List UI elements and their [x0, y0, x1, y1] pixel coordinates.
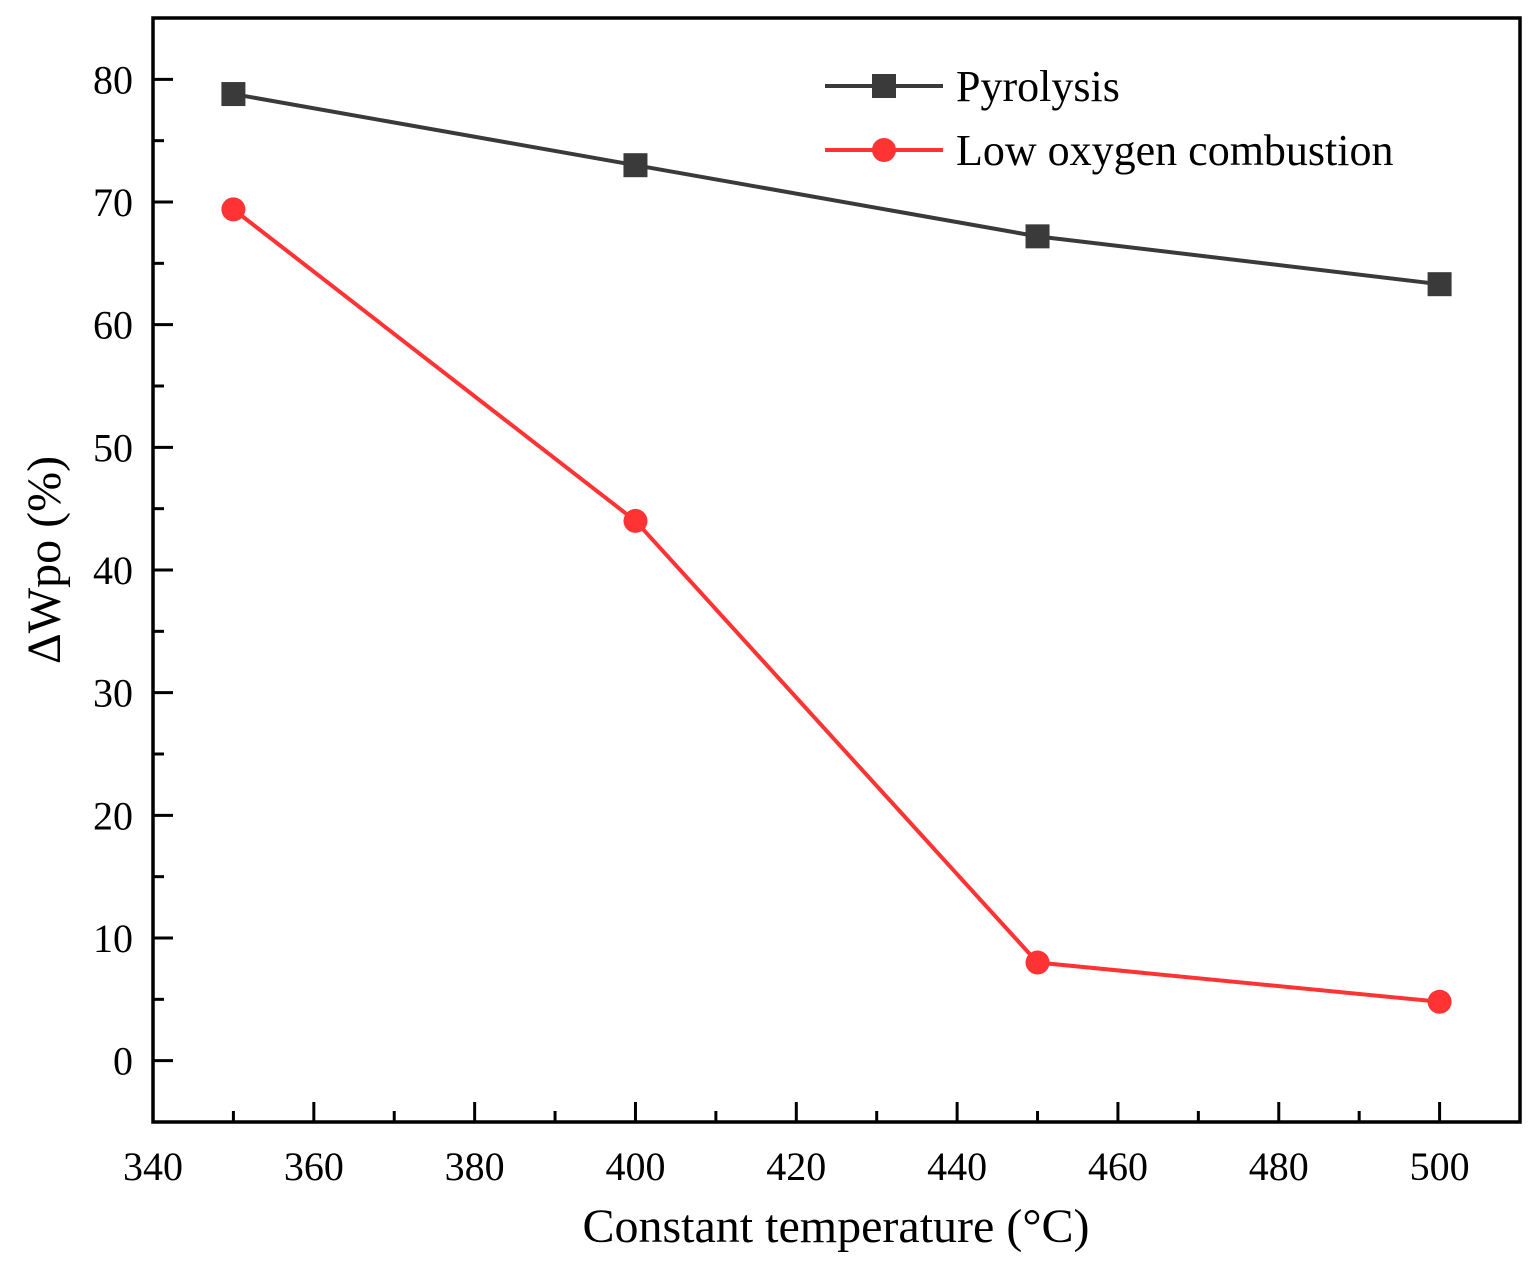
y-tick-label: 30 — [93, 671, 133, 716]
legend: Pyrolysis Low oxygen combustion — [825, 62, 1394, 175]
ticks-layer: 340 360 380 400 420 440 460 480 500 0 10 20 30 40 50 60… — [93, 57, 1470, 1189]
series-line-pyrolysis — [233, 92, 1440, 287]
x-tick-label: 440 — [927, 1144, 987, 1189]
y-tick-label: 10 — [93, 916, 133, 961]
x-tick-label: 400 — [605, 1144, 665, 1189]
x-tick-label: 460 — [1088, 1144, 1148, 1189]
data-point-low-oxygen-combustion — [1025, 950, 1050, 975]
y-tick-label: 20 — [93, 793, 133, 838]
series-line-low-oxygen-combustion — [232, 207, 1440, 1004]
legend-marker-pyrolysis — [872, 74, 896, 98]
x-tick-label: 340 — [123, 1144, 183, 1189]
data-point-pyrolysis — [1025, 224, 1050, 249]
y-tick-label: 70 — [93, 180, 133, 225]
y-tick-label: 40 — [93, 548, 133, 593]
legend-marker-low-oxygen-combustion — [872, 138, 896, 162]
data-point-low-oxygen-combustion — [1427, 989, 1452, 1014]
data-point-low-oxygen-combustion — [221, 197, 246, 222]
y-axis-title: ΔWpo (%) — [18, 456, 71, 664]
x-tick-label: 360 — [284, 1144, 344, 1189]
y-tick-label: 60 — [93, 303, 133, 348]
data-point-pyrolysis — [221, 82, 246, 107]
data-point-pyrolysis — [1427, 272, 1452, 297]
x-tick-label: 420 — [766, 1144, 826, 1189]
x-tick-label: 500 — [1410, 1144, 1470, 1189]
x-axis-title: Constant temperature (°C) — [582, 1200, 1089, 1253]
y-tick-label: 0 — [113, 1039, 133, 1084]
x-tick-label: 480 — [1249, 1144, 1309, 1189]
y-tick-label: 50 — [93, 425, 133, 470]
series-layer — [221, 82, 1452, 1014]
data-point-low-oxygen-combustion — [623, 508, 648, 533]
x-tick-label: 380 — [445, 1144, 505, 1189]
legend-label-low-oxygen-combustion: Low oxygen combustion — [956, 126, 1394, 175]
y-tick-label: 80 — [93, 57, 133, 102]
legend-label-pyrolysis: Pyrolysis — [956, 62, 1120, 111]
plot-frame — [151, 16, 1522, 1124]
data-point-pyrolysis — [623, 153, 648, 178]
